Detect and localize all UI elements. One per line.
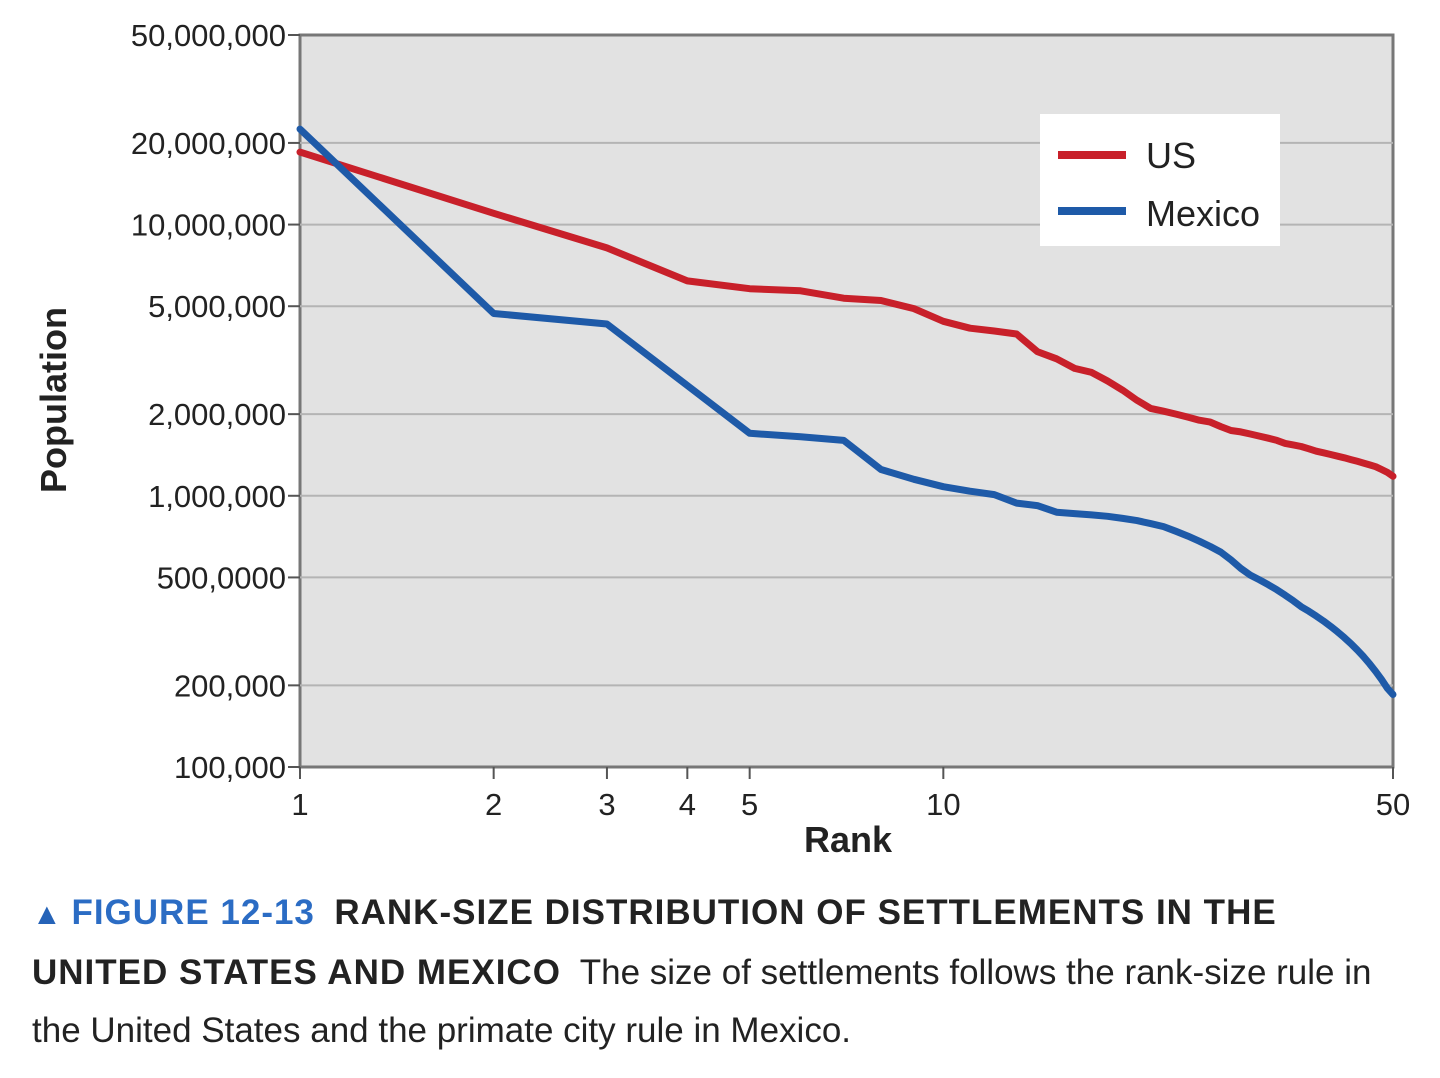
x-tick-label: 1 <box>291 787 308 822</box>
x-tick-label: 3 <box>598 787 615 822</box>
x-tick-label: 10 <box>926 787 960 822</box>
figure-label: FIGURE 12-13 <box>71 893 315 932</box>
y-tick-label: 1,000,000 <box>148 479 286 514</box>
x-tick-label: 5 <box>741 787 758 822</box>
x-axis-ticks: 1 2 3 4 5 10 50 <box>291 767 1410 822</box>
y-tick-label: 500,0000 <box>157 560 286 595</box>
legend-box <box>1040 114 1280 246</box>
legend-label-mexico: Mexico <box>1146 193 1260 234</box>
x-axis-title: Rank <box>804 819 893 860</box>
y-axis-title: Population <box>33 307 74 493</box>
rank-size-chart: 100,000 200,000 500,0000 1,000,000 2,000,000… <box>33 18 1410 860</box>
y-axis-ticks: 100,000 200,000 500,0000 1,000,000 2,000,000… <box>131 18 300 785</box>
figure-title: RANK-SIZE DISTRIBUTION OF SETTLEMENTS IN… <box>32 893 1277 992</box>
x-tick-label: 4 <box>679 787 696 822</box>
y-tick-label: 200,000 <box>174 668 286 703</box>
y-tick-label: 2,000,000 <box>148 397 286 432</box>
series-line-us <box>296 148 1397 480</box>
y-tick-label: 50,000,000 <box>131 18 286 53</box>
caption-triangle-icon: ▲ <box>32 898 62 931</box>
x-tick-label: 50 <box>1376 787 1410 822</box>
y-tick-label: 20,000,000 <box>131 126 286 161</box>
series-lines <box>296 125 1397 698</box>
x-tick-label: 2 <box>485 787 502 822</box>
series-line-mexico <box>296 125 1397 698</box>
legend: US Mexico <box>1040 114 1280 246</box>
y-tick-label: 5,000,000 <box>148 289 286 324</box>
figure-caption: ▲ FIGURE 12-13 RANK-SIZE DISTRIBUTION OF… <box>32 884 1422 1060</box>
y-tick-label: 10,000,000 <box>131 208 286 243</box>
legend-label-us: US <box>1146 135 1196 176</box>
y-tick-label: 100,000 <box>174 750 286 785</box>
caption-text: The size of settlements follows the rank… <box>32 953 1372 1050</box>
